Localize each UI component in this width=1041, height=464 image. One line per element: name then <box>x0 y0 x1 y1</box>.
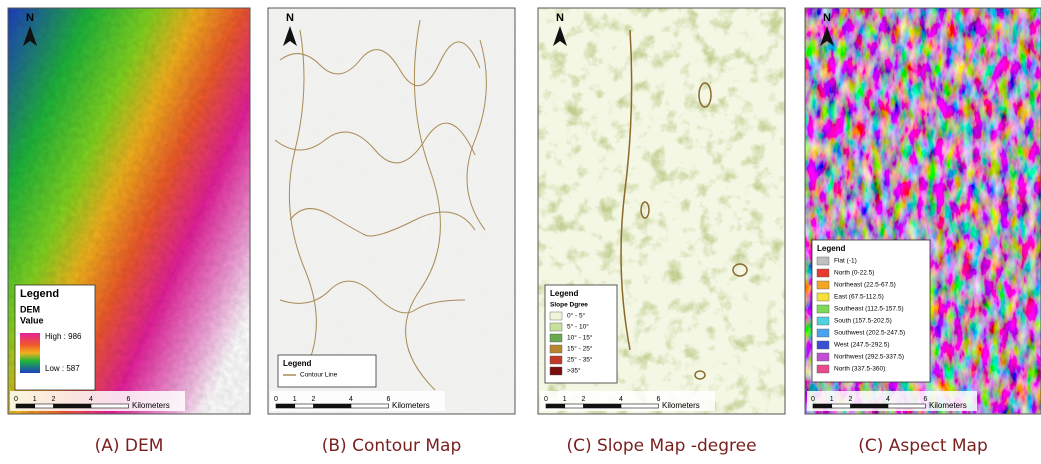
scale-tick: 1 <box>563 396 567 403</box>
scale-tick: 6 <box>127 396 131 403</box>
legend-item: West (247.5-292.5) <box>834 342 890 349</box>
scale-segment <box>295 404 314 408</box>
north-label: N <box>26 12 34 24</box>
legend-swatch <box>550 323 562 331</box>
panel-caption: (A) DEM <box>95 436 164 456</box>
legend-title: Legend <box>20 288 59 300</box>
panel-caption: (C) Slope Map -degree <box>566 436 756 456</box>
legend-layer: DEM <box>20 304 40 314</box>
legend-item: 5° - 10° <box>567 323 589 331</box>
legend-title: Legend <box>817 244 846 253</box>
scale-unit: Kilometers <box>662 401 700 410</box>
legend-item: Flat (-1) <box>834 258 857 265</box>
legend-item: Contour Line <box>300 372 338 379</box>
scale-tick: 6 <box>387 396 391 403</box>
scale-segment <box>91 404 129 408</box>
legend-item: South (157.5-202.5) <box>834 318 892 325</box>
scale-segment <box>888 404 926 408</box>
legend-swatch <box>817 305 829 313</box>
scale-segment <box>565 404 584 408</box>
hillshade <box>268 8 515 414</box>
legend-swatch <box>550 312 562 320</box>
scale-tick: 4 <box>619 396 623 403</box>
scale-tick: 0 <box>14 396 18 403</box>
scale-segment <box>276 404 295 408</box>
scale-tick: 0 <box>274 396 278 403</box>
scale-tick: 4 <box>89 396 93 403</box>
scale-tick: 1 <box>293 396 297 403</box>
legend-swatch <box>550 356 562 364</box>
panel-caption: (C) Aspect Map <box>858 436 988 456</box>
legend-swatch <box>817 269 829 277</box>
scale-segment <box>351 404 389 408</box>
scale-tick: 6 <box>924 396 928 403</box>
legend-swatch <box>817 317 829 325</box>
scale-tick: 2 <box>52 396 56 403</box>
legend-title: Legend <box>283 359 312 368</box>
legend-item: 0° - 5° <box>567 312 586 320</box>
legend-item: Southwest (202.5-247.5) <box>834 330 905 337</box>
scale-tick: 6 <box>657 396 661 403</box>
legend-item: >35° <box>567 367 581 375</box>
legend-swatch <box>817 293 829 301</box>
legend-item: Northeast (22.5-67.5) <box>834 282 896 289</box>
scale-segment <box>16 404 35 408</box>
scale-tick: 0 <box>811 396 815 403</box>
scale-tick: 2 <box>312 396 316 403</box>
north-label: N <box>286 12 294 24</box>
scale-segment <box>813 404 832 408</box>
scale-tick: 0 <box>544 396 548 403</box>
scale-tick: 1 <box>33 396 37 403</box>
scale-unit: Kilometers <box>132 401 170 410</box>
legend-item: North (337.5-360) <box>834 366 885 373</box>
scale-tick: 4 <box>349 396 353 403</box>
legend-field: Value <box>20 315 44 325</box>
legend-item: 15° - 25° <box>567 345 593 353</box>
scale-segment <box>832 404 851 408</box>
legend-item: 10° - 15° <box>567 334 593 342</box>
scale-tick: 4 <box>886 396 890 403</box>
scale-segment <box>546 404 565 408</box>
panel-caption: (B) Contour Map <box>322 436 462 456</box>
legend-swatch <box>817 329 829 337</box>
legend-swatch <box>817 281 829 289</box>
legend-item: North (0-22.5) <box>834 270 874 277</box>
scale-tick: 2 <box>849 396 853 403</box>
legend-ramp <box>20 333 40 373</box>
scale-segment <box>314 404 352 408</box>
legend-item: Southeast (112.5-157.5) <box>834 306 904 313</box>
scale-tick: 2 <box>582 396 586 403</box>
legend-item: Low : 587 <box>45 364 80 373</box>
scale-tick: 1 <box>830 396 834 403</box>
scale-segment <box>621 404 659 408</box>
scale-segment <box>35 404 54 408</box>
legend-swatch <box>817 353 829 361</box>
legend-swatch <box>817 257 829 265</box>
legend-item: 25° - 35° <box>567 356 593 364</box>
legend-item: High : 986 <box>45 332 82 341</box>
legend-item: Northwest (292.5-337.5) <box>834 354 904 361</box>
scale-segment <box>584 404 622 408</box>
legend-layer: Slope Dgree <box>550 302 588 309</box>
scale-unit: Kilometers <box>392 401 430 410</box>
legend-swatch <box>817 341 829 349</box>
legend-swatch <box>550 345 562 353</box>
legend-item: East (67.5-112.5) <box>834 294 884 301</box>
north-label: N <box>823 12 831 24</box>
figure: NLegendDEMValueHigh : 986Low : 58701246K… <box>0 0 1041 464</box>
legend-title: Legend <box>550 289 579 298</box>
legend-swatch <box>550 367 562 375</box>
legend-swatch <box>550 334 562 342</box>
scale-unit: Kilometers <box>929 401 967 410</box>
north-label: N <box>556 12 564 24</box>
scale-segment <box>54 404 92 408</box>
legend-swatch <box>817 365 829 373</box>
scale-segment <box>851 404 889 408</box>
